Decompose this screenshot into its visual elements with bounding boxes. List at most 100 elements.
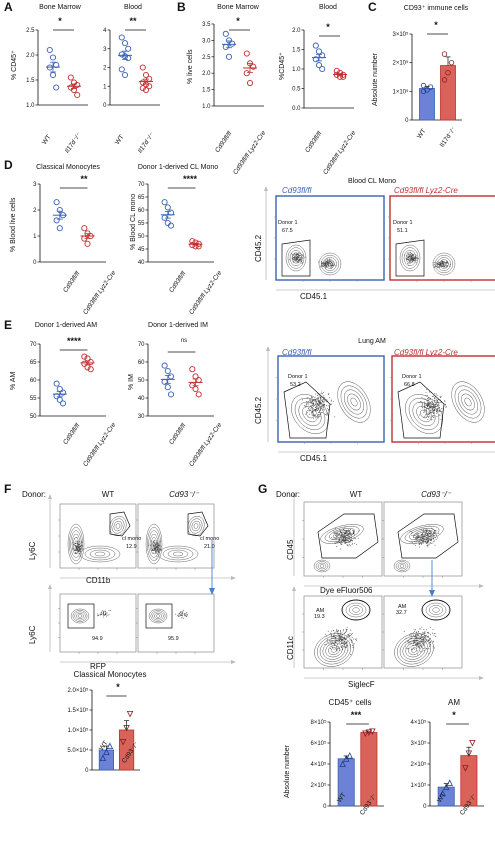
g-flow-dot <box>338 541 340 543</box>
g-flow-dot <box>427 542 429 544</box>
g-flow-dot <box>355 543 357 545</box>
e-flow-dot <box>332 400 334 402</box>
g-flow-dot <box>342 644 343 646</box>
e-flow-dot <box>440 418 442 420</box>
g-flow-dot <box>333 537 335 539</box>
g-flow-dot <box>419 645 421 647</box>
e-flow-dot <box>312 408 314 410</box>
g-flow-dot <box>419 637 421 639</box>
f-flow-contour <box>94 551 106 557</box>
e-flow-dot <box>445 406 447 408</box>
g-flow-dot <box>432 529 434 531</box>
g-flow-dot <box>334 538 336 540</box>
e-flow-dot <box>427 419 429 421</box>
g1-ytick-label: 8×10⁵ <box>310 719 327 726</box>
d-flow-contour <box>320 254 340 274</box>
f-flow-gate <box>67 603 95 629</box>
e-flow-dot <box>423 407 425 408</box>
g-flow-dot <box>348 532 350 534</box>
e-flow-plot-0 <box>277 355 385 443</box>
g-flow-dot <box>346 627 348 629</box>
g-flow-dot <box>344 527 346 529</box>
f-flow-dot <box>158 544 160 546</box>
f-flow-dot <box>156 545 158 547</box>
d-flow-dot <box>433 264 435 265</box>
g-flow-dot <box>432 629 434 631</box>
f-gate-val-2: 21.0 <box>204 544 215 550</box>
g-flow-dot <box>348 543 350 545</box>
g-flow-dot <box>353 531 355 533</box>
e-flow-dot <box>309 410 311 412</box>
e-flow-dot <box>314 399 316 401</box>
e-flow-contour <box>416 405 432 423</box>
d2-ytick-label: 55 <box>138 221 145 227</box>
g-flow-dot <box>422 534 424 536</box>
e1-ytick-label: 65 <box>30 360 37 366</box>
f-flow-contour <box>145 523 163 565</box>
g-flow-dot <box>435 538 437 540</box>
a1-point-0 <box>53 61 60 69</box>
g-flow-dot <box>340 639 342 641</box>
g-flow-dot <box>332 630 334 632</box>
f-flow-dot <box>102 610 104 612</box>
g-flow-dot <box>333 634 335 636</box>
g-flow-contour <box>322 640 346 660</box>
g-flow-dot <box>422 532 424 534</box>
e2-ytick-label: 60 <box>138 360 145 366</box>
c-point-1 <box>448 59 455 66</box>
g-bar1-sig: *** <box>350 710 362 720</box>
e-flow-plot-1 <box>391 355 495 443</box>
e-flow-dot <box>429 410 431 412</box>
d-flow-dot <box>435 261 437 263</box>
g-flow-dot <box>337 648 338 649</box>
g-flow-dot <box>343 533 345 535</box>
g-flow-dot <box>416 645 417 647</box>
g-flow-contour <box>395 561 409 571</box>
d-flow-dot <box>324 263 326 265</box>
g-flow-dot <box>417 633 419 635</box>
d-sig-2: **** <box>182 174 198 184</box>
d-flow-dot <box>294 253 296 255</box>
g-flow-dot <box>343 633 345 634</box>
g-flow-dot <box>417 647 419 649</box>
b1-ytick-label: 1.0 <box>202 104 211 110</box>
g-flow-dot <box>405 645 406 647</box>
e-flow-dot <box>319 415 321 417</box>
d-flow-dot <box>301 262 303 264</box>
d-flow-dot <box>446 262 448 264</box>
g-flow-dot <box>324 643 326 645</box>
g-flow-dot <box>345 541 347 543</box>
g-flow-dot <box>332 647 334 648</box>
g-flow-dot <box>330 635 332 637</box>
g-flow-dot <box>348 535 350 537</box>
e1-point-1 <box>87 358 94 366</box>
e-flow-dot <box>326 412 328 414</box>
e-flow-dot <box>436 402 438 404</box>
b1-ytick-label: 2.0 <box>202 71 211 77</box>
g-flow-dot <box>331 537 332 539</box>
g-flow-dot <box>334 542 336 544</box>
e-flow-dot <box>424 409 426 411</box>
e-flow-dot <box>431 415 433 417</box>
g1-point-1 <box>362 730 369 738</box>
g-flow-dot <box>336 645 338 647</box>
e-flow-dot <box>437 409 439 411</box>
f-flow-contour <box>69 527 83 561</box>
f-flow-dot <box>184 615 186 617</box>
g-flow-dot <box>344 643 345 645</box>
e-flow-dot <box>320 402 322 404</box>
e-flow-dot <box>432 407 433 409</box>
d-flow-dot <box>443 264 445 266</box>
g-flow-dot <box>337 532 339 534</box>
f-gate-val-3: 94.9 <box>92 636 103 642</box>
g-flow-dot <box>345 538 347 540</box>
e-flow-dot <box>433 412 434 414</box>
g-flow-dot <box>418 644 420 646</box>
d-flow-dot <box>416 259 418 261</box>
e-flow-dot <box>317 412 319 414</box>
d-flow-dot <box>296 253 298 254</box>
g-flow-dot <box>428 647 430 649</box>
f-flow-dot <box>177 614 179 616</box>
a1-ytick-label: 2.5 <box>26 28 35 34</box>
panel-label-c: C <box>368 0 377 14</box>
